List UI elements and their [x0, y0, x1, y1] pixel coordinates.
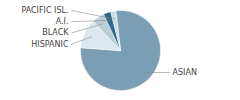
svg-text:HISPANIC: HISPANIC [31, 40, 69, 49]
svg-text:PACIFIC ISL.: PACIFIC ISL. [21, 6, 68, 15]
svg-text:BLACK: BLACK [42, 28, 69, 37]
svg-text:ASIAN: ASIAN [173, 68, 197, 77]
svg-text:A.I.: A.I. [56, 17, 69, 26]
